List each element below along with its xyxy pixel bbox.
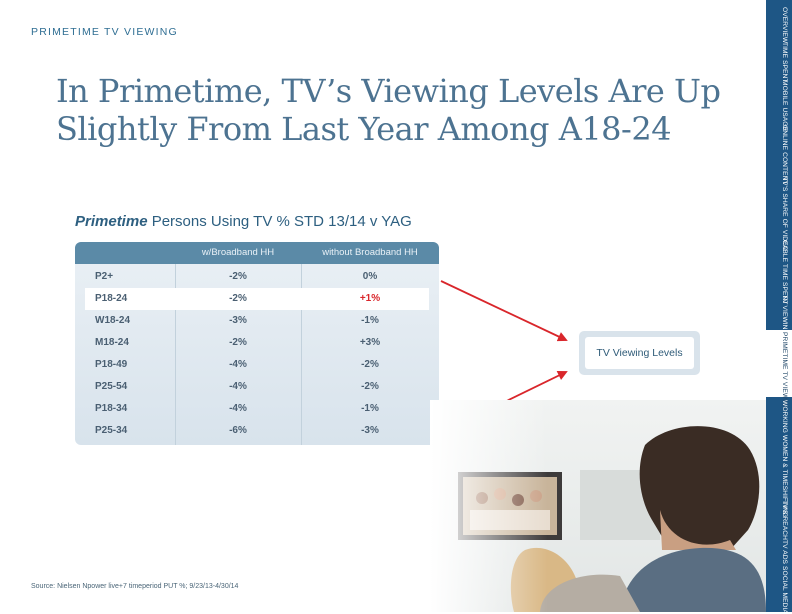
header-no-broadband: without Broadband HH <box>322 247 418 258</box>
table-row: P25-54 -4% -2% <box>85 376 429 398</box>
nav-item-tv-viewing[interactable]: TV VIEWING <box>781 295 788 335</box>
row-broadband-value: -4% <box>229 403 247 414</box>
row-no-broadband-value: -2% <box>361 381 379 392</box>
table-row: P18-34 -4% -1% <box>85 398 429 420</box>
nav-item-overview[interactable]: OVERVIEW <box>781 7 788 44</box>
row-no-broadband-value: -2% <box>361 359 379 370</box>
row-no-broadband-value: -1% <box>361 315 379 326</box>
row-no-broadband-value: -3% <box>361 425 379 436</box>
row-demo: P2+ <box>95 271 114 282</box>
source-note: Source: Nielsen Npower live+7 timeperiod… <box>31 583 239 590</box>
page-title: In Primetime, TV’s Viewing Levels Are Up… <box>56 72 736 148</box>
page-title-line-1: In Primetime, TV’s Viewing Levels Are Up <box>56 72 721 110</box>
row-demo: W18-24 <box>95 315 131 326</box>
arrow-upper <box>440 280 568 342</box>
callout-label: TV Viewing Levels <box>585 337 694 369</box>
table-subtitle: Primetime Persons Using TV % STD 13/14 v… <box>75 213 412 230</box>
nav-item-tvs-reach[interactable]: TV'S REACH <box>781 500 788 540</box>
row-demo: P18-34 <box>95 403 128 414</box>
table-row: P18-49 -4% -2% <box>85 354 429 376</box>
table-row-highlighted: P18-24 -2% +1% <box>85 288 429 310</box>
row-broadband-value: -2% <box>229 271 247 282</box>
row-broadband-value: -2% <box>229 293 247 304</box>
nav-item-online-content[interactable]: ONLINE CONTENT <box>781 125 788 185</box>
row-demo: P25-34 <box>95 425 128 436</box>
nav-item-social-media[interactable]: SOCIAL MEDIA <box>781 566 788 614</box>
nav-segment-bottom <box>766 397 792 612</box>
living-room-photo <box>430 400 766 612</box>
side-navigation: OVERVIEW TIME SPENT MOBILE USAGE ONLINE … <box>766 0 792 614</box>
column-divider <box>175 264 176 445</box>
row-no-broadband-value: -1% <box>361 403 379 414</box>
row-demo: P18-49 <box>95 359 128 370</box>
page-title-line-2: Slightly From Last Year Among A18-24 <box>56 110 672 148</box>
callout-box: TV Viewing Levels <box>579 331 700 375</box>
row-demo: P18-24 <box>95 293 128 304</box>
subtitle-rest: Persons Using TV % STD 13/14 v YAG <box>147 213 412 230</box>
nav-item-mobile-usage[interactable]: MOBILE USAGE <box>781 80 788 132</box>
row-demo: P25-54 <box>95 381 128 392</box>
table-row: W18-24 -3% -1% <box>85 310 429 332</box>
subtitle-emphasis: Primetime <box>75 213 148 230</box>
table-row: P25-34 -6% -3% <box>85 420 429 442</box>
section-label: PRIMETIME TV VIEWING <box>31 26 178 38</box>
row-broadband-value: -4% <box>229 359 247 370</box>
row-broadband-value: -3% <box>229 315 247 326</box>
column-divider <box>301 264 302 445</box>
put-change-table: w/Broadband HH without Broadband HH P2+ … <box>75 242 439 445</box>
row-no-broadband-value: +1% <box>359 293 381 304</box>
table-row: M18-24 -2% +3% <box>85 332 429 354</box>
row-no-broadband-value: +3% <box>359 337 381 348</box>
header-broadband: w/Broadband HH <box>201 247 275 258</box>
row-broadband-value: -6% <box>229 425 247 436</box>
row-broadband-value: -2% <box>229 337 247 348</box>
table-row: P2+ -2% 0% <box>85 266 429 288</box>
nav-item-time-spent[interactable]: TIME SPENT <box>781 42 788 83</box>
row-demo: M18-24 <box>95 337 129 348</box>
row-no-broadband-value: 0% <box>362 271 378 282</box>
nav-segment-top <box>766 0 792 330</box>
table-header-row: w/Broadband HH without Broadband HH <box>75 242 439 264</box>
nav-segment-active <box>766 330 792 397</box>
nav-item-tv-ads[interactable]: TV ADS <box>781 540 788 565</box>
row-broadband-value: -4% <box>229 381 247 392</box>
